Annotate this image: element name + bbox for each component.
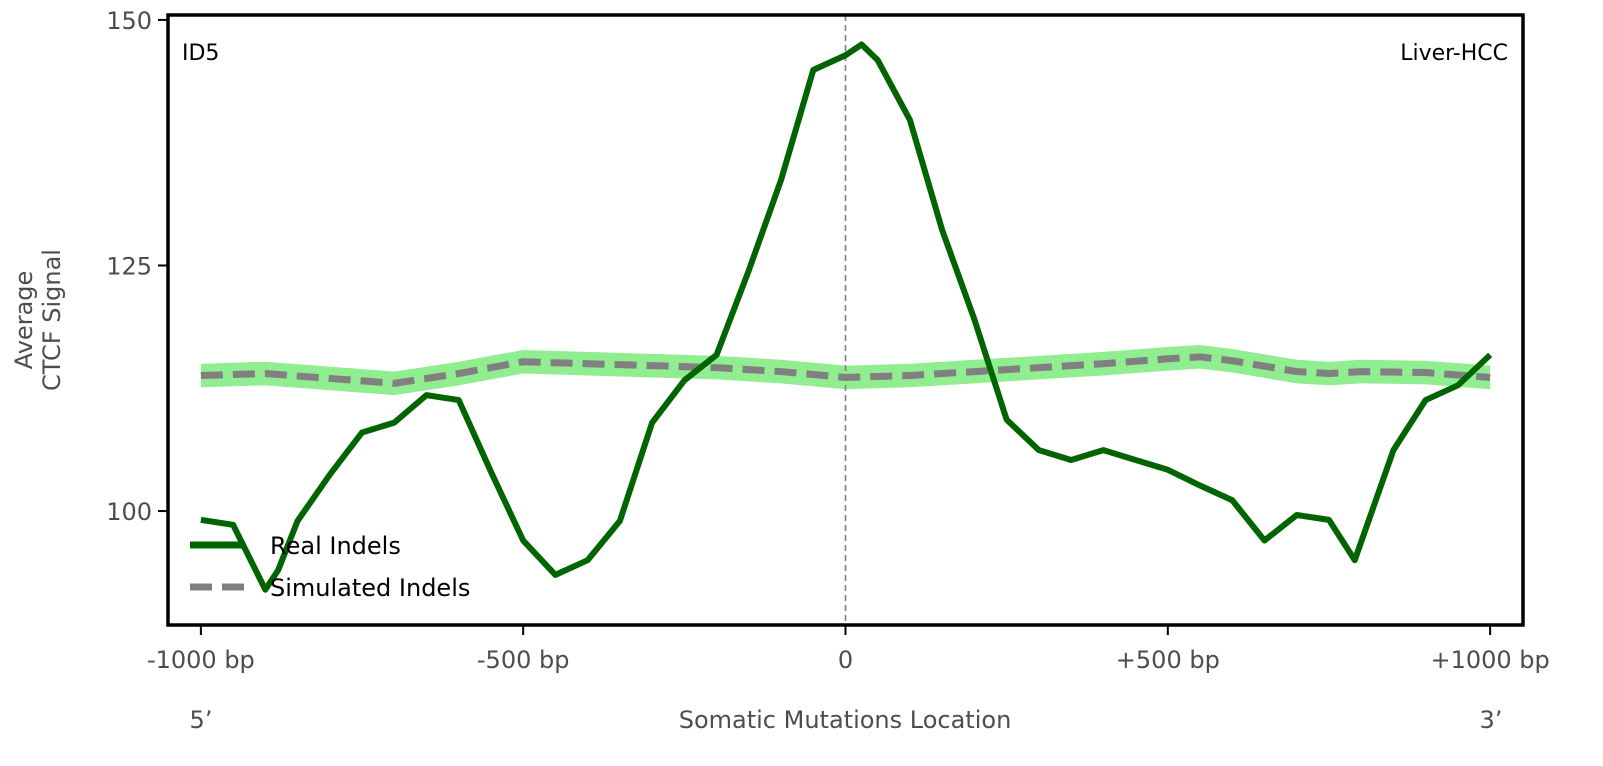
x-tick-label: +500 bp [1116, 646, 1220, 674]
legend: Real Indels Simulated Indels [190, 532, 470, 602]
y-axis-label-line2: CTCF Signal [38, 249, 66, 391]
legend-label-simulated: Simulated Indels [270, 574, 470, 602]
x-tick-label: 0 [838, 646, 853, 674]
x-axis-label: Somatic Mutations Location [679, 706, 1012, 734]
y-tick-label: 100 [106, 498, 152, 526]
x-tick-label: +1000 bp [1430, 646, 1549, 674]
y-tick-label: 125 [106, 252, 152, 280]
x-tick-label: -1000 bp [147, 646, 255, 674]
x-end-label-5prime: 5’ [190, 706, 213, 734]
y-axis-label-line1: Average [10, 271, 38, 370]
x-tick-label: -500 bp [477, 646, 570, 674]
legend-label-real: Real Indels [270, 532, 401, 560]
x-end-label-3prime: 3’ [1480, 706, 1503, 734]
y-tick-label: 150 [106, 7, 152, 35]
corner-label-right: Liver-HCC [1400, 41, 1508, 66]
corner-label-left: ID5 [182, 41, 219, 66]
